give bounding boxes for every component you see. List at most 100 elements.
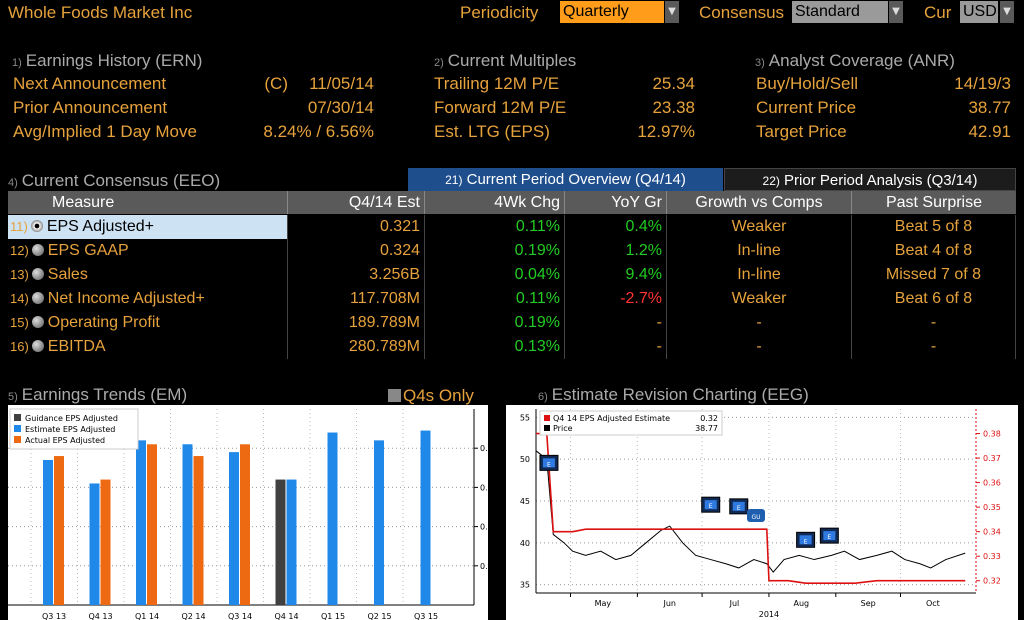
x-tick-label: Aug — [793, 599, 809, 608]
column-header-yoy-gr[interactable]: YoY Gr — [565, 191, 667, 214]
left-y-tick-label: 45 — [520, 497, 530, 506]
consensus-select[interactable]: Standard — [792, 1, 888, 23]
tab-prior-period-analysis[interactable]: 22) Prior Period Analysis (Q3/14) — [724, 168, 1016, 191]
row-index: 12) — [10, 243, 29, 258]
measure-cell[interactable]: 11) EPS Adjusted+ — [8, 215, 288, 239]
estimate-revision-title[interactable]: 6) Estimate Revision Charting (EEG) — [538, 385, 809, 405]
table-row[interactable]: 15) Operating Profit 189.789M 0.19% - - - — [8, 311, 1016, 335]
panel-number: 5) — [8, 391, 18, 403]
measure-label: EPS GAAP — [47, 242, 129, 259]
column-header-4wk-chg[interactable]: 4Wk Chg — [425, 191, 565, 214]
right-y-tick-label: 0.35 — [983, 503, 1001, 512]
current-consensus-title[interactable]: 4) Current Consensus (EEO) — [8, 171, 220, 191]
growth-vs-comps-cell: In-line — [667, 239, 852, 263]
yoy-gr-cell: 0.4% — [565, 215, 667, 239]
estimate-cell: 189.789M — [288, 311, 425, 335]
row-index: 14) — [10, 291, 29, 306]
panel-number: 3) — [755, 57, 765, 69]
periodicity-dropdown-icon[interactable]: ▼ — [665, 1, 679, 23]
x-tick-label: May — [595, 599, 612, 608]
column-header-measure[interactable]: Measure — [8, 191, 288, 214]
measure-label: Sales — [47, 266, 88, 283]
x-year-label: 2014 — [759, 610, 779, 619]
periodicity-select[interactable]: Quarterly — [560, 1, 664, 23]
earnings-trends-title[interactable]: 5) Earnings Trends (EM) — [8, 385, 187, 405]
legend-label: Estimate EPS Adjusted — [25, 425, 115, 434]
legend-last-value: 0.32 — [700, 414, 718, 423]
q4s-only-toggle[interactable]: Q4s Only — [388, 386, 474, 406]
currency-dropdown-icon[interactable]: ▼ — [1000, 1, 1014, 23]
prior-announcement-label: Prior Announcement — [13, 98, 168, 117]
past-surprise-cell: Missed 7 of 8 — [852, 263, 1016, 287]
consensus-dropdown-icon[interactable]: ▼ — [889, 1, 903, 23]
legend-label: Price — [553, 424, 573, 433]
y-tick-label: 0.40 — [480, 444, 488, 453]
table-header: Measure Q4/14 Est 4Wk Chg YoY Gr Growth … — [8, 191, 1016, 214]
bar-estimate-eps-adjusted — [327, 432, 338, 605]
radio-icon[interactable] — [31, 292, 44, 304]
y-tick-label: 0.30 — [480, 483, 488, 492]
radio-icon[interactable] — [30, 220, 43, 232]
radio-icon[interactable] — [31, 316, 44, 328]
bar-estimate-eps-adjusted — [89, 483, 100, 605]
tab-number: 22) — [762, 174, 780, 188]
right-y-tick-label: 0.38 — [983, 430, 1001, 439]
y-tick-label: 0.10 — [480, 562, 488, 571]
measure-cell[interactable]: 14) Net Income Adjusted+ — [8, 287, 288, 311]
measure-label: Net Income Adjusted+ — [47, 290, 205, 307]
radio-icon[interactable] — [31, 340, 44, 352]
yoy-gr-cell: - — [565, 335, 667, 359]
measure-cell[interactable]: 15) Operating Profit — [8, 311, 288, 335]
radio-icon[interactable] — [31, 268, 44, 280]
panel-number: 6) — [538, 391, 548, 403]
column-header-growth-vs-comps[interactable]: Growth vs Comps — [667, 191, 852, 214]
checkbox-icon[interactable] — [388, 389, 401, 402]
bar-estimate-eps-adjusted — [374, 440, 384, 605]
legend-box — [9, 408, 139, 450]
past-surprise-cell: - — [852, 335, 1016, 359]
past-surprise-cell: Beat 4 of 8 — [852, 239, 1016, 263]
earnings-history-title[interactable]: 1) Earnings History (ERN) — [12, 51, 202, 71]
legend-last-value: 38.77 — [695, 424, 718, 433]
radio-icon[interactable] — [31, 244, 44, 256]
earnings-marker-label: E — [547, 461, 551, 468]
x-tick-label: Jul — [729, 599, 740, 608]
4wk-chg-cell: 0.11% — [425, 287, 565, 311]
trailing-pe-label: Trailing 12M P/E — [434, 74, 560, 93]
column-header-past-surprise[interactable]: Past Surprise — [885, 194, 983, 211]
right-y-tick-label: 0.34 — [983, 528, 1001, 537]
bar-estimate-eps-adjusted — [286, 479, 297, 605]
column-header-estimate[interactable]: Q4/14 Est — [288, 191, 425, 214]
tab-current-period-overview[interactable]: 21) Current Period Overview (Q4/14) — [408, 168, 723, 191]
measure-cell[interactable]: 12) EPS GAAP — [8, 239, 288, 263]
bar-estimate-eps-adjusted — [136, 440, 146, 605]
table-row[interactable]: 16) EBITDA 280.789M 0.13% - - - — [8, 335, 1016, 359]
trailing-pe-value: 25.34 — [652, 74, 695, 93]
measure-cell[interactable]: 13) Sales — [8, 263, 288, 287]
next-announcement-label: Next Announcement — [13, 74, 167, 93]
current-multiples-title[interactable]: 2) Current Multiples — [434, 51, 576, 71]
bar-estimate-eps-adjusted — [182, 444, 193, 605]
periodicity-label: Periodicity — [460, 3, 539, 22]
measure-label: EBITDA — [47, 338, 106, 355]
currency-select[interactable]: USD — [960, 1, 998, 23]
analyst-coverage-title[interactable]: 3) Analyst Coverage (ANR) — [755, 51, 955, 71]
right-y-tick-label: 0.37 — [983, 454, 1001, 463]
table-row[interactable]: 13) Sales 3.256B 0.04% 9.4% In-line Missed 7 o… — [8, 263, 1016, 287]
target-price-label: Target Price — [756, 122, 847, 141]
forward-pe-label: Forward 12M P/E — [434, 98, 567, 117]
table-row[interactable]: 14) Net Income Adjusted+ 117.708M 0.11% -2.7… — [8, 287, 1016, 311]
earnings-marker-label: E — [827, 534, 831, 541]
company-name: Whole Foods Market Inc — [8, 3, 193, 22]
table-row[interactable]: 11) EPS Adjusted+ 0.321 0.11% 0.4% Weaker Beat… — [8, 215, 1016, 239]
row-index: 11) — [10, 219, 28, 234]
x-tick-label: Q2 15 — [367, 612, 391, 620]
table-row[interactable]: 12) EPS GAAP 0.324 0.19% 1.2% In-line Beat 4 o… — [8, 239, 1016, 263]
x-tick-label: Jun — [662, 599, 676, 608]
bar-actual-eps-adjusted — [147, 444, 157, 605]
x-tick-label: Q1 14 — [135, 612, 159, 620]
q4s-only-label: Q4s Only — [403, 386, 474, 405]
growth-vs-comps-cell: In-line — [667, 263, 852, 287]
panel-number: 1) — [12, 57, 22, 69]
measure-cell[interactable]: 16) EBITDA — [8, 335, 288, 359]
